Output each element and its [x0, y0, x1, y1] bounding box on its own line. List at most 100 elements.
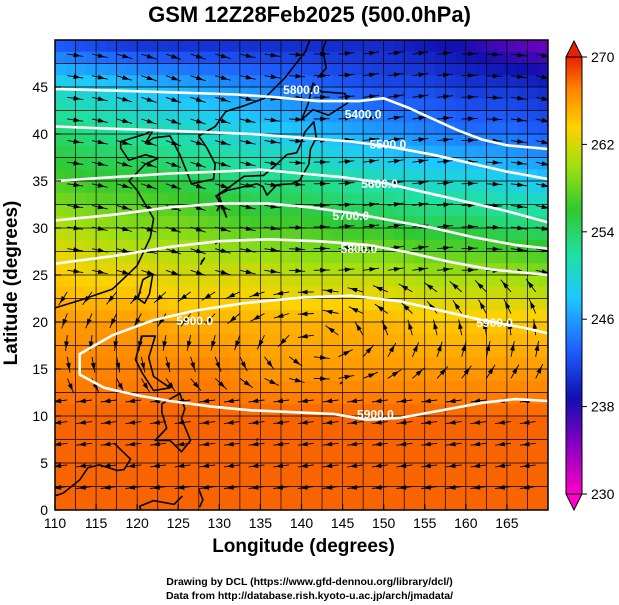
field-cell	[537, 451, 548, 464]
contour-line	[194, 294, 548, 335]
streamline-arrowhead	[171, 226, 179, 232]
field-cell	[157, 157, 169, 170]
field-cell	[55, 427, 66, 441]
field-cell	[383, 498, 395, 510]
streamline-arrowhead	[468, 202, 476, 208]
field-cell	[342, 40, 354, 53]
field-cell	[209, 498, 220, 510]
field-cell	[517, 498, 529, 510]
field-cell	[383, 322, 395, 335]
field-cell	[455, 427, 467, 441]
field-cell	[476, 63, 487, 76]
field-cell	[476, 192, 487, 206]
field-cell	[116, 181, 128, 194]
field-cell	[455, 63, 467, 76]
field-cell	[506, 427, 518, 441]
field-cell	[517, 275, 529, 288]
streamline-arrowhead	[220, 118, 229, 124]
field-cell	[65, 404, 77, 417]
field-cell	[496, 369, 508, 382]
field-cell	[383, 145, 395, 159]
field-cell	[414, 275, 426, 288]
streamline-arrowhead	[177, 441, 185, 447]
field-cell	[311, 63, 323, 76]
field-cell	[178, 51, 190, 65]
field-cell	[250, 87, 262, 100]
field-cell	[85, 134, 97, 147]
field-cell	[373, 204, 385, 217]
streamline-arrowhead	[497, 441, 505, 447]
streamline-arrowhead	[398, 484, 407, 490]
field-cell	[55, 357, 66, 370]
field-cell	[404, 110, 416, 123]
streamline-arrowhead	[218, 381, 226, 388]
field-cell	[486, 392, 498, 405]
streamline-arrowhead	[300, 289, 308, 295]
streamline-arrowhead	[454, 302, 461, 310]
field-cell	[96, 322, 107, 335]
streamline-arrowhead	[167, 382, 174, 390]
field-cell	[85, 239, 97, 253]
field-cell	[198, 239, 210, 253]
field-cell	[116, 263, 128, 276]
field-cell	[198, 169, 210, 182]
field-cell	[517, 63, 529, 76]
field-cell	[260, 275, 272, 288]
field-cell	[178, 251, 190, 264]
field-cell	[527, 157, 539, 170]
field-cell	[455, 369, 467, 382]
streamline-arrowhead	[211, 340, 216, 349]
field-cell	[506, 322, 518, 335]
field-cell	[414, 40, 426, 53]
field-cell	[383, 474, 395, 488]
contour-line	[55, 125, 548, 181]
field-cell	[373, 451, 385, 464]
field-cell	[435, 157, 446, 170]
field-cell	[96, 298, 107, 311]
field-cell	[167, 392, 179, 405]
streamline-arrowhead	[418, 158, 426, 164]
streamline-arrowhead	[375, 286, 383, 292]
field-cell	[311, 463, 323, 476]
field-cell	[178, 463, 190, 476]
field-cell	[291, 345, 303, 358]
field-cell	[332, 404, 344, 417]
field-cell	[209, 251, 220, 264]
field-cell	[435, 357, 446, 370]
field-cell	[455, 416, 467, 429]
field-cell	[291, 439, 303, 452]
field-cell	[465, 51, 477, 65]
field-cell	[178, 228, 190, 241]
field-cell	[126, 345, 138, 358]
field-cell	[65, 204, 77, 217]
field-cell	[373, 122, 385, 135]
field-cell	[517, 404, 529, 417]
streamline-arrowhead	[468, 51, 476, 57]
field-cell	[55, 298, 66, 311]
field-cell	[209, 286, 220, 300]
field-cell	[373, 474, 385, 488]
field-cell	[229, 345, 241, 358]
field-cell	[270, 392, 282, 405]
field-cell	[75, 486, 87, 499]
field-cell	[537, 263, 548, 276]
streamline-arrowhead	[374, 420, 382, 425]
field-cell	[219, 357, 231, 370]
field-cell	[188, 404, 200, 417]
field-cell	[65, 298, 77, 311]
field-cell	[188, 98, 200, 112]
field-cell	[301, 498, 313, 510]
streamline-arrowhead	[343, 350, 351, 356]
field-cell	[96, 357, 107, 370]
field-cell	[373, 157, 385, 170]
field-cell	[322, 216, 333, 229]
field-cell	[342, 416, 354, 429]
field-cell	[65, 251, 77, 264]
colorbar-tick-label: 230	[591, 486, 615, 502]
field-cell	[280, 98, 292, 112]
field-cell	[363, 286, 374, 300]
field-cell	[178, 98, 190, 112]
field-cell	[219, 75, 231, 88]
field-cell	[188, 263, 200, 276]
field-cell	[352, 486, 364, 499]
